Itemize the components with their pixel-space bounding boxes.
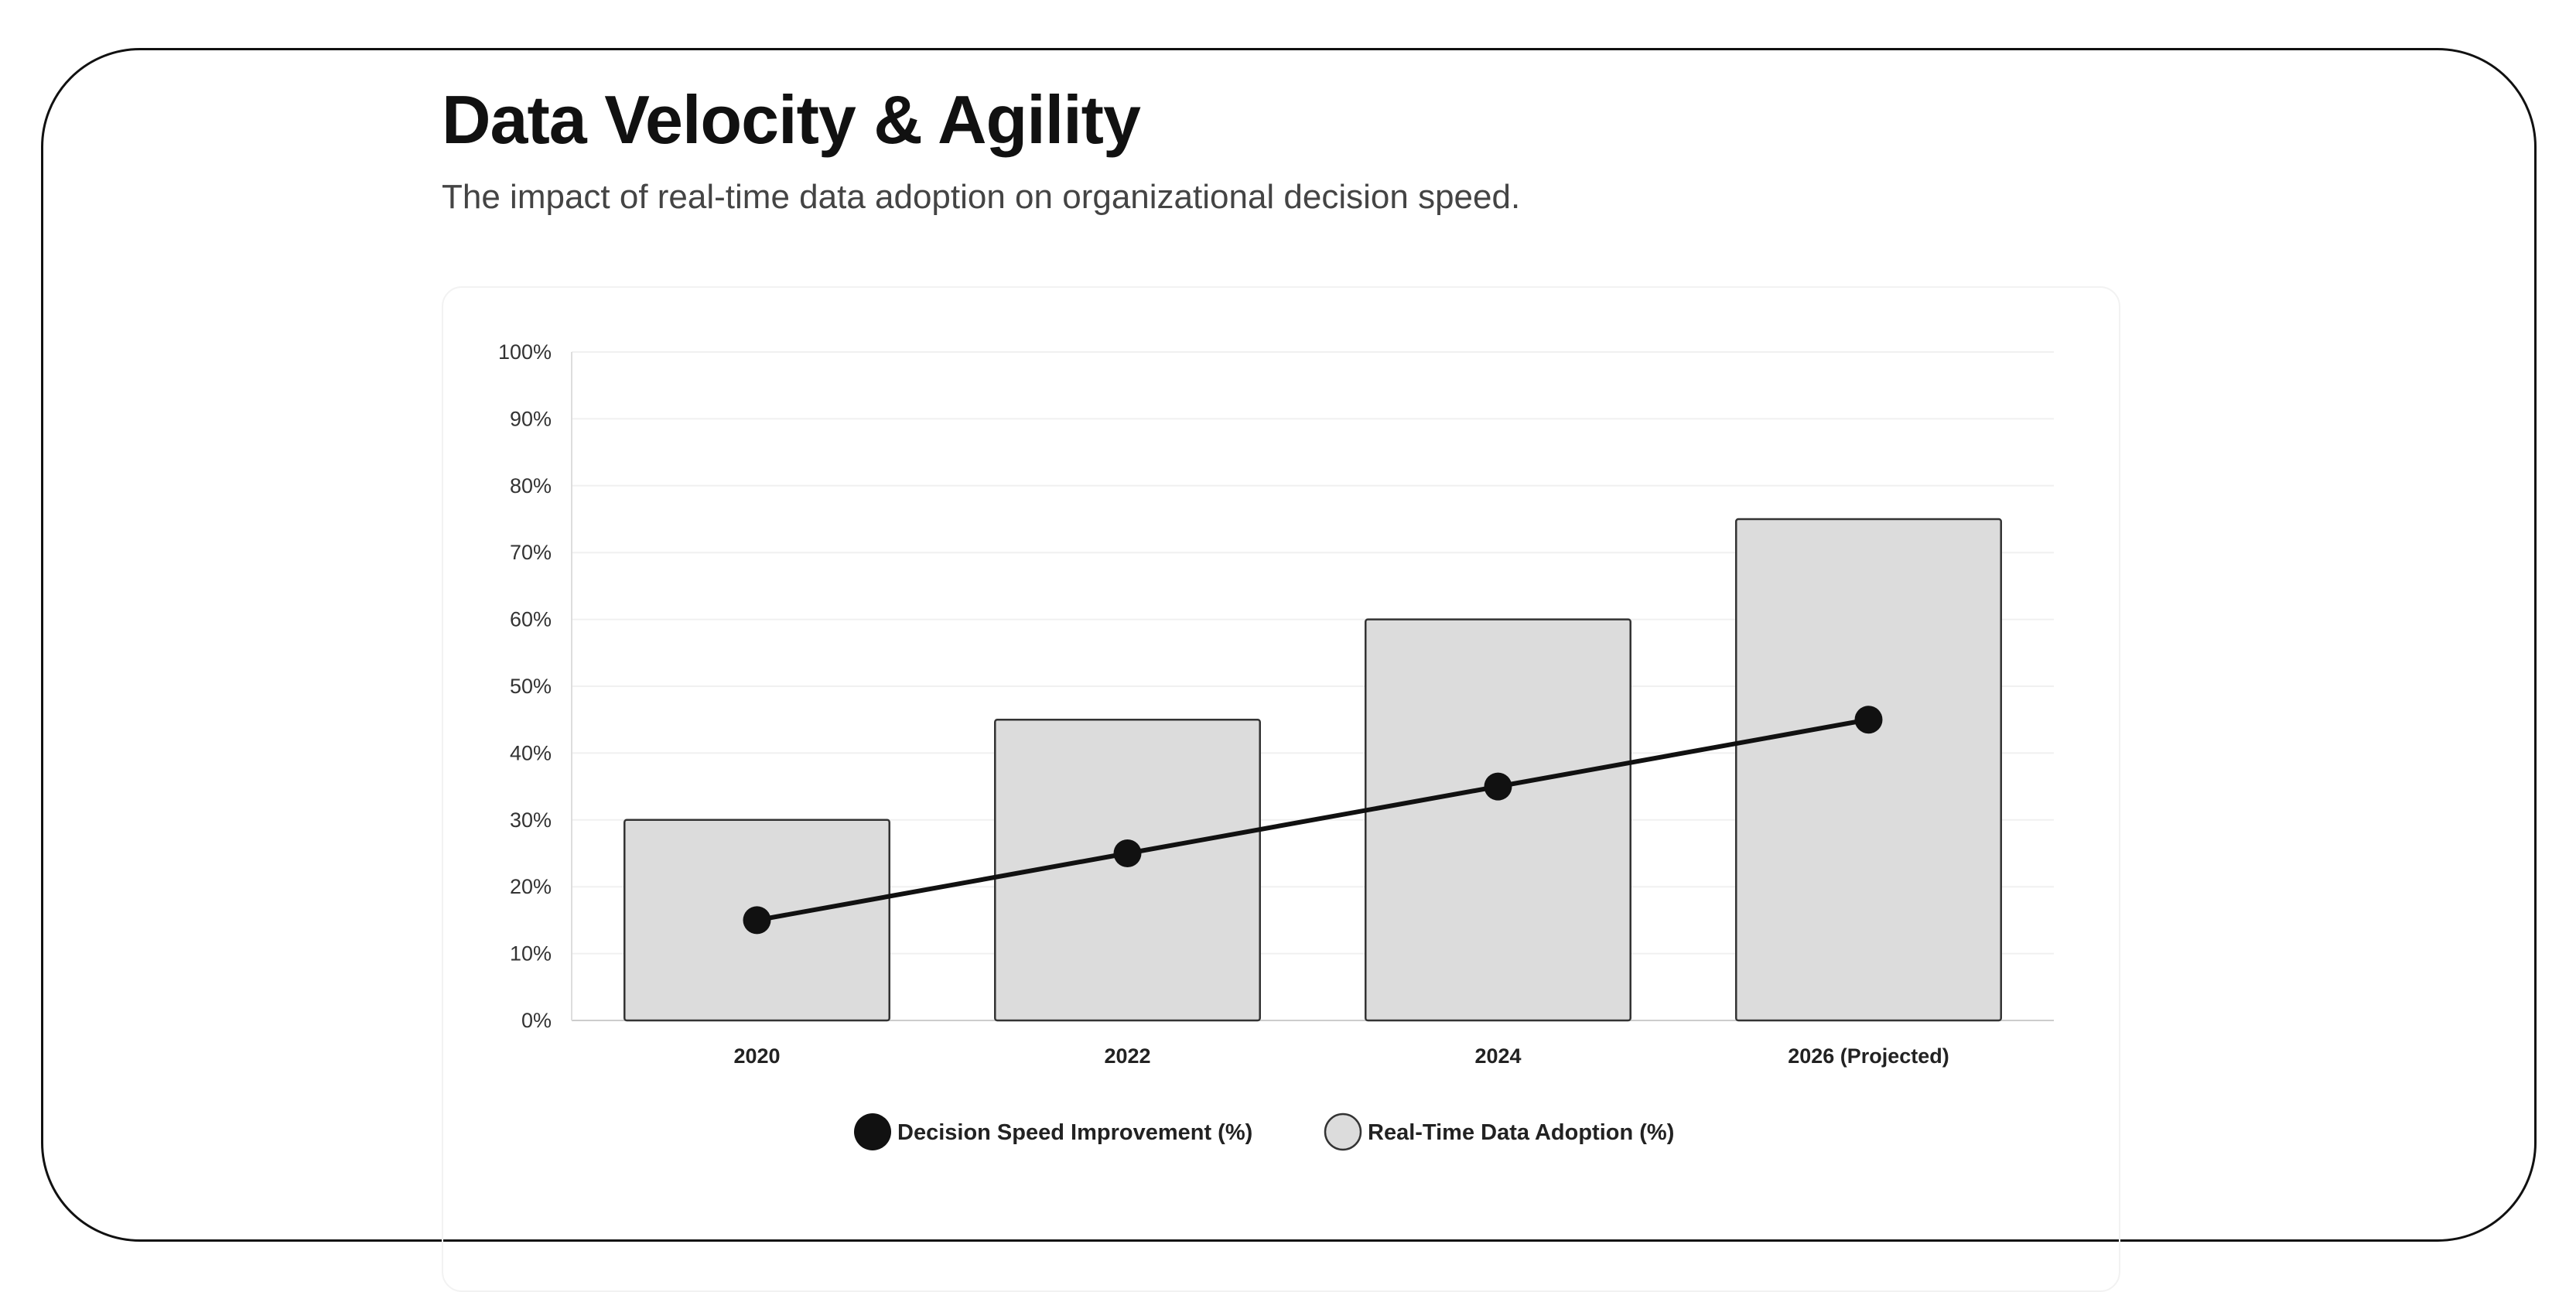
line-point bbox=[1484, 772, 1512, 801]
y-tick-label: 70% bbox=[510, 541, 552, 564]
y-tick-label: 20% bbox=[510, 875, 552, 898]
y-tick-label: 60% bbox=[510, 608, 552, 631]
y-tick-label: 80% bbox=[510, 474, 552, 497]
x-tick-label: 2020 bbox=[733, 1044, 780, 1068]
page-subtitle: The impact of real-time data adoption on… bbox=[442, 178, 1521, 216]
legend-label-adoption: Real-Time Data Adoption (%) bbox=[1368, 1120, 1674, 1145]
y-tick-label: 90% bbox=[510, 407, 552, 430]
y-tick-label: 30% bbox=[510, 808, 552, 832]
legend-label-decision-speed: Decision Speed Improvement (%) bbox=[897, 1120, 1252, 1145]
y-tick-label: 100% bbox=[498, 340, 552, 364]
x-tick-label: 2024 bbox=[1474, 1044, 1521, 1068]
page-title: Data Velocity & Agility bbox=[442, 81, 1141, 158]
y-tick-label: 10% bbox=[510, 942, 552, 966]
y-tick-label: 40% bbox=[510, 741, 552, 764]
y-tick-label: 0% bbox=[521, 1009, 552, 1032]
bar bbox=[1365, 618, 1631, 1022]
legend-marker-adoption bbox=[1324, 1113, 1362, 1151]
line-series bbox=[756, 717, 1870, 923]
window-frame bbox=[41, 48, 2537, 1242]
bar bbox=[1735, 518, 2002, 1022]
legend-marker-decision-speed bbox=[854, 1113, 891, 1150]
line-point bbox=[1113, 839, 1142, 867]
line-point bbox=[743, 906, 771, 935]
y-tick-label: 50% bbox=[510, 675, 552, 698]
x-tick-label: 2022 bbox=[1104, 1044, 1150, 1068]
x-tick-label: 2026 (Projected) bbox=[1788, 1044, 1949, 1068]
line-point bbox=[1854, 706, 1883, 734]
bar bbox=[994, 718, 1261, 1022]
